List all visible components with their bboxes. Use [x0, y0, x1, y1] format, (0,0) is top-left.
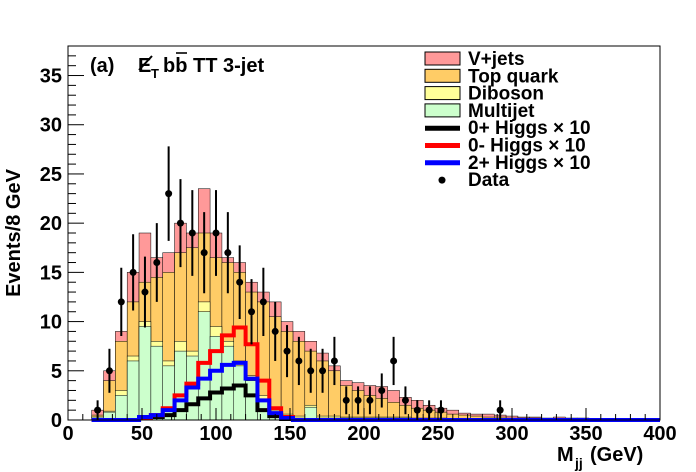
data-point-28 — [425, 406, 433, 414]
legend-label-top-quark: Top quark — [468, 66, 559, 87]
title-met-sub: T — [151, 66, 159, 81]
legend-label-0-higgs: 0- Higgs × 10 — [468, 136, 586, 157]
data-point-2 — [117, 298, 125, 306]
data-point-12 — [236, 278, 244, 286]
data-point-7 — [176, 219, 184, 227]
bar-multijet-2 — [115, 395, 128, 421]
data-point-22 — [354, 396, 362, 404]
x-axis-title-sub: jj — [574, 455, 583, 471]
y-tick-label-30: 30 — [40, 115, 62, 137]
bar-multijet-11 — [221, 345, 235, 421]
data-point-4 — [141, 288, 149, 296]
data-point-19 — [319, 367, 327, 375]
legend-swatch-diboson — [424, 86, 461, 101]
data-point-20 — [330, 357, 338, 365]
legend-marker-data — [438, 176, 446, 184]
legend-label-data: Data — [468, 170, 510, 191]
data-point-29 — [437, 406, 445, 414]
data-point-11 — [224, 249, 232, 257]
data-point-34 — [496, 406, 504, 414]
x-tick-label-300: 300 — [495, 423, 528, 445]
y-tick-label-35: 35 — [40, 66, 62, 88]
chart-title: E T bb TT 3-jet — [138, 52, 264, 81]
y-tick-label-10: 10 — [40, 312, 62, 334]
data-point-13 — [248, 308, 256, 316]
data-point-15 — [271, 327, 279, 335]
legend-label-0-higgs: 0+ Higgs × 10 — [468, 118, 591, 139]
x-tick-label-150: 150 — [273, 423, 306, 445]
legend-label-diboson: Diboson — [468, 84, 544, 105]
bar-multijet-3 — [126, 360, 140, 421]
data-point-26 — [401, 396, 409, 404]
x-tick-label-200: 200 — [347, 423, 380, 445]
x-tick-label-0: 0 — [62, 423, 73, 445]
data-point-25 — [390, 357, 398, 365]
data-point-8 — [188, 229, 196, 237]
data-point-0 — [94, 406, 102, 414]
legend-swatch-top-quark — [424, 68, 461, 83]
y-tick-label-5: 5 — [51, 361, 62, 383]
bar-multijet-4 — [138, 326, 152, 421]
x-tick-label-100: 100 — [199, 423, 232, 445]
data-point-9 — [200, 249, 208, 257]
data-point-16 — [283, 347, 291, 355]
x-axis-title-main: M — [557, 444, 574, 466]
data-point-5 — [153, 259, 161, 267]
y-tick-label-15: 15 — [40, 262, 62, 284]
y-axis-title: Events/8 GeV — [3, 168, 25, 297]
y-tick-label-0: 0 — [51, 410, 62, 432]
data-point-1 — [105, 367, 113, 375]
y-tick-label-25: 25 — [40, 164, 62, 186]
legend-label-multijet: Multijet — [468, 101, 535, 122]
title-rest: bb TT 3-jet — [163, 55, 264, 77]
panel-label: (a) — [90, 55, 114, 77]
stacked-backgrounds — [91, 188, 602, 421]
legend-swatch-v-jets — [424, 51, 461, 66]
data-point-23 — [366, 396, 374, 404]
data-point-17 — [295, 357, 303, 365]
data-points — [94, 146, 504, 420]
x-tick-label-400: 400 — [643, 423, 676, 445]
legend-label-2-higgs: 2+ Higgs × 10 — [468, 153, 591, 174]
data-point-3 — [129, 268, 137, 276]
data-point-27 — [413, 406, 421, 414]
x-axis-title-unit: (GeV) — [590, 444, 643, 466]
data-point-6 — [165, 190, 173, 198]
data-point-10 — [212, 229, 220, 237]
met-slash — [138, 55, 153, 71]
legend-swatch-multijet — [424, 103, 461, 118]
x-tick-label-250: 250 — [421, 423, 454, 445]
y-tick-label-20: 20 — [40, 213, 62, 235]
legend-label-v-jets: V+jets — [468, 49, 525, 70]
x-tick-label-350: 350 — [569, 423, 602, 445]
data-point-21 — [342, 396, 350, 404]
data-point-18 — [307, 367, 315, 375]
axes: 0 50 100 150 200 250 300 350 400 0 5 10 15 20 25 30 35 — [40, 45, 677, 445]
data-point-24 — [378, 386, 386, 394]
x-axis-title: M jj (GeV) — [557, 444, 643, 471]
x-tick-label-50: 50 — [131, 423, 153, 445]
data-point-14 — [259, 298, 267, 306]
